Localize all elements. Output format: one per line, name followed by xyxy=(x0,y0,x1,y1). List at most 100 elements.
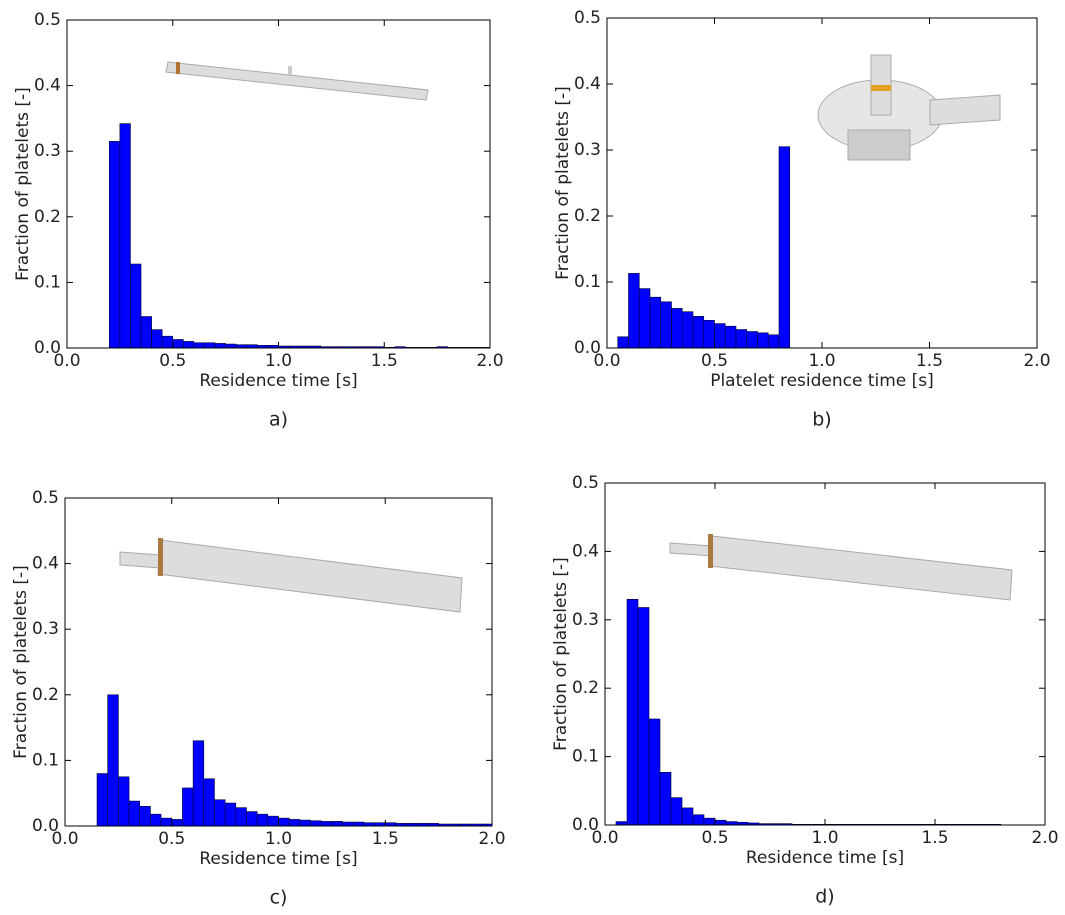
y-tick-label: 0.1 xyxy=(34,272,61,292)
panel-caption: a) xyxy=(269,409,288,431)
x-tick-label: 1.5 xyxy=(372,829,399,849)
bar xyxy=(150,813,162,827)
x-tick-label: 1.5 xyxy=(921,828,948,848)
bar xyxy=(703,817,716,826)
bar xyxy=(172,339,184,349)
y-tick-label: 0.4 xyxy=(32,554,59,574)
bar xyxy=(746,331,758,349)
bar xyxy=(331,821,343,827)
x-tick-label: 1.0 xyxy=(265,829,292,849)
bar xyxy=(767,334,780,349)
y-tick-label: 0.2 xyxy=(34,207,61,227)
x-tick-label: 0.5 xyxy=(701,828,728,848)
y-tick-label: 0.5 xyxy=(34,10,61,30)
bar xyxy=(267,815,279,827)
x-tick-label: 2.0 xyxy=(1023,351,1050,371)
bar xyxy=(225,343,237,349)
x-tick-label: 2.0 xyxy=(478,829,505,849)
panel-caption: c) xyxy=(270,887,288,909)
x-tick-label: 1.5 xyxy=(916,351,943,371)
x-tick-label: 0.5 xyxy=(158,829,185,849)
bar xyxy=(320,821,333,827)
x-axis-label: Residence time [s] xyxy=(199,849,357,869)
bar xyxy=(692,316,705,349)
bar xyxy=(204,342,216,349)
bar xyxy=(637,607,650,826)
x-tick-label: 0.5 xyxy=(701,351,728,371)
bar xyxy=(638,288,651,349)
y-tick-label: 0.4 xyxy=(34,76,61,96)
axes-frame xyxy=(606,17,1038,349)
bar xyxy=(714,323,726,349)
y-tick-label: 0.3 xyxy=(572,610,599,630)
x-tick-label: 1.0 xyxy=(265,351,292,371)
x-axis-label: Residence time [s] xyxy=(746,848,904,868)
x-tick-label: 1.0 xyxy=(808,351,835,371)
panel-caption: b) xyxy=(812,409,831,431)
bar xyxy=(235,807,247,827)
bar xyxy=(617,336,629,349)
bar xyxy=(193,342,205,349)
bar xyxy=(724,325,737,349)
y-tick-label: 0.2 xyxy=(574,206,601,226)
panel-caption: d) xyxy=(815,886,834,908)
bar xyxy=(171,819,183,827)
bar xyxy=(660,301,672,349)
bar xyxy=(778,146,791,349)
bar xyxy=(648,718,661,826)
bar xyxy=(681,807,694,826)
y-tick-label: 0.2 xyxy=(572,678,599,698)
x-tick-label: 0.0 xyxy=(53,351,80,371)
bar xyxy=(256,813,269,827)
x-axis-label: Residence time [s] xyxy=(199,371,357,391)
bar xyxy=(214,343,226,349)
x-tick-label: 0.0 xyxy=(593,351,620,371)
y-tick-label: 0.4 xyxy=(574,74,601,94)
y-tick-label: 0.3 xyxy=(574,140,601,160)
y-tick-label: 0.1 xyxy=(32,750,59,770)
y-tick-label: 0.4 xyxy=(572,541,599,561)
bar xyxy=(224,802,237,827)
bar xyxy=(615,821,628,826)
bar xyxy=(725,821,738,826)
bar xyxy=(109,141,121,349)
x-axis-label: Platelet residence time [s] xyxy=(710,371,934,391)
bar xyxy=(192,740,205,827)
device-render-d xyxy=(669,534,1013,601)
device-render-c xyxy=(119,538,463,613)
bar xyxy=(214,799,226,827)
bar xyxy=(96,773,109,827)
x-tick-label: 0.0 xyxy=(51,829,78,849)
y-tick-label: 0.1 xyxy=(574,272,601,292)
bar xyxy=(757,332,769,349)
y-tick-label: 0.0 xyxy=(32,816,59,836)
bar xyxy=(735,329,748,349)
bar xyxy=(352,821,365,827)
bar xyxy=(107,694,119,827)
y-tick-label: 0.0 xyxy=(574,338,601,358)
bar xyxy=(626,598,639,826)
device-render-a xyxy=(165,61,429,101)
y-tick-label: 0.5 xyxy=(572,473,599,493)
bar xyxy=(139,806,151,827)
bar xyxy=(119,123,131,349)
bar xyxy=(288,819,301,827)
bar xyxy=(659,772,672,826)
y-axis-label: Fraction of platelets [-] xyxy=(553,86,573,280)
y-tick-label: 0.1 xyxy=(572,747,599,767)
bar xyxy=(342,821,354,827)
bar xyxy=(128,800,141,827)
x-tick-label: 0.5 xyxy=(159,351,186,371)
y-tick-label: 0.5 xyxy=(574,8,601,28)
x-tick-label: 1.5 xyxy=(371,351,398,371)
x-tick-label: 1.0 xyxy=(811,828,838,848)
x-tick-label: 2.0 xyxy=(1031,828,1058,848)
bar xyxy=(278,817,290,827)
y-axis-label: Fraction of platelets [-] xyxy=(13,87,33,281)
bar xyxy=(183,341,195,349)
bar xyxy=(670,797,683,826)
y-axis-label: Fraction of platelets [-] xyxy=(551,557,571,751)
bar xyxy=(118,776,130,827)
bar xyxy=(310,820,322,827)
